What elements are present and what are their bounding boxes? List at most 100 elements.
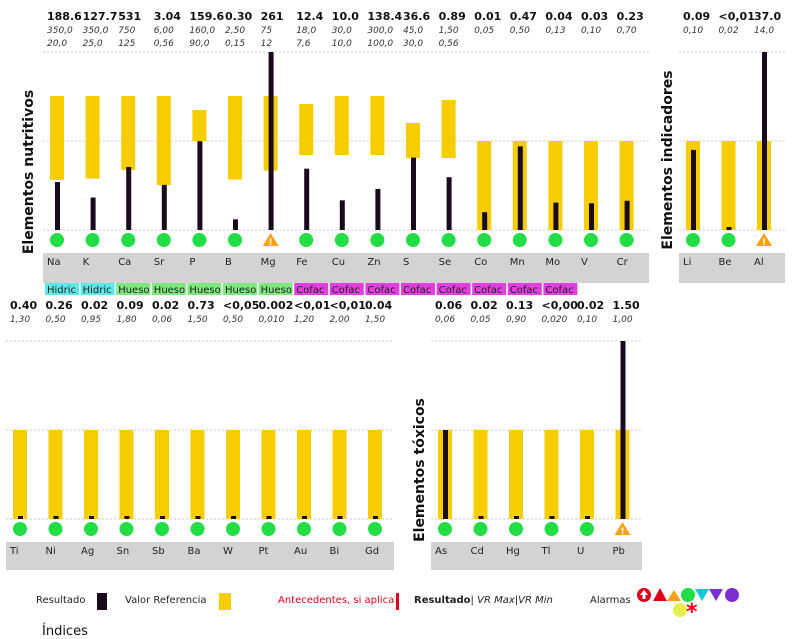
element-symbol: Sb bbox=[152, 546, 165, 557]
alarm-asterisk-icon: * bbox=[686, 600, 698, 621]
panel-title: Elementos tóxicos bbox=[412, 398, 428, 542]
group-chip bbox=[472, 283, 507, 295]
warning-icon bbox=[262, 233, 279, 246]
result-bar bbox=[55, 182, 60, 230]
result-value: 0.09 bbox=[683, 10, 710, 23]
vr-max-value: 0,020 bbox=[542, 315, 568, 325]
reference-band bbox=[619, 141, 634, 230]
result-bar bbox=[231, 516, 236, 519]
element-symbol: Gd bbox=[365, 546, 379, 557]
ok-status-icon bbox=[473, 522, 488, 536]
result-value: 531 bbox=[118, 10, 141, 23]
element-symbol: Be bbox=[719, 257, 732, 268]
result-bar bbox=[514, 516, 519, 519]
label-strip bbox=[6, 542, 394, 570]
result-bar bbox=[446, 177, 452, 230]
group-label: Cofac bbox=[403, 285, 431, 296]
alarm-triangle-orange-icon bbox=[667, 590, 681, 601]
reference-band bbox=[121, 96, 136, 170]
element-symbol: Sn bbox=[117, 546, 130, 557]
result-value: 188.6 bbox=[47, 10, 82, 23]
element-symbol: Sr bbox=[154, 257, 165, 268]
ok-status-icon bbox=[512, 233, 527, 247]
result-bar bbox=[411, 157, 416, 230]
element-symbol: Au bbox=[294, 546, 307, 557]
reference-band bbox=[85, 96, 100, 179]
label-strip bbox=[431, 542, 642, 570]
element-symbol: Se bbox=[439, 257, 452, 268]
ok-status-icon bbox=[368, 522, 382, 536]
vr-max-value: 750 bbox=[118, 26, 135, 36]
result-bar bbox=[124, 516, 130, 519]
panel-title: Elementos nutritivos bbox=[21, 90, 37, 254]
ok-status-icon bbox=[226, 522, 240, 536]
ok-status-icon bbox=[721, 233, 736, 247]
result-value: 159.6 bbox=[189, 10, 224, 23]
reference-band bbox=[13, 430, 27, 519]
reference-band bbox=[509, 430, 523, 519]
alarm-down-purple-icon bbox=[709, 589, 723, 601]
result-bar bbox=[620, 341, 626, 519]
group-label: Cofac bbox=[439, 285, 467, 296]
panel-title: Elementos indicadores bbox=[660, 70, 676, 249]
result-bar bbox=[160, 516, 165, 519]
result-value: 37.0 bbox=[754, 10, 781, 23]
result-bar bbox=[482, 212, 488, 230]
ok-status-icon bbox=[406, 233, 420, 247]
warning-mark: ! bbox=[620, 527, 624, 537]
vr-max-value: 1,50 bbox=[365, 315, 385, 325]
vr-max-value: 0,10 bbox=[581, 26, 601, 36]
group-chip bbox=[294, 283, 329, 295]
group-label: Hidric bbox=[47, 285, 76, 296]
element-symbol: Zn bbox=[367, 257, 380, 268]
result-value: 0.02 bbox=[577, 299, 604, 312]
result-bar bbox=[589, 203, 594, 230]
vr-min-value: 7,6 bbox=[296, 39, 311, 49]
vr-min-value: 0,56 bbox=[154, 39, 174, 49]
group-label: Cofac bbox=[510, 285, 538, 296]
ok-status-icon bbox=[686, 233, 700, 247]
element-symbol: Mg bbox=[261, 257, 276, 268]
ok-status-icon bbox=[297, 522, 311, 536]
label-strip bbox=[43, 253, 649, 283]
group-chip bbox=[543, 283, 578, 295]
element-symbol: V bbox=[581, 257, 588, 268]
vr-min-value: 20,0 bbox=[47, 39, 67, 49]
result-value: 0.09 bbox=[117, 299, 144, 312]
vr-max-value: 0,50 bbox=[46, 315, 66, 325]
ok-status-icon bbox=[261, 522, 276, 536]
vr-min-value: 125 bbox=[118, 39, 135, 49]
result-bar bbox=[126, 166, 132, 230]
result-bar bbox=[268, 52, 274, 230]
group-label: Hueso bbox=[189, 285, 220, 296]
result-value: 36.6 bbox=[403, 10, 430, 23]
result-value: 138.4 bbox=[367, 10, 402, 23]
vr-max-value: 0,02 bbox=[719, 26, 739, 36]
reference-band bbox=[84, 430, 98, 519]
ok-status-icon bbox=[619, 233, 634, 247]
result-value: 0.30 bbox=[225, 10, 252, 23]
result-value: 0.89 bbox=[439, 10, 466, 23]
result-value: 0.02 bbox=[471, 299, 498, 312]
alarm-triangle-red-icon bbox=[653, 588, 667, 601]
vr-min-value: 0,15 bbox=[225, 39, 245, 49]
vr-min-value: 90,0 bbox=[189, 39, 209, 49]
result-bar bbox=[691, 149, 696, 230]
vr-max-value: 75 bbox=[261, 26, 273, 36]
ok-status-icon bbox=[477, 233, 492, 247]
element-symbol: Mo bbox=[545, 257, 560, 268]
element-symbol: B bbox=[225, 257, 232, 268]
result-bar bbox=[161, 184, 167, 230]
vr-max-value: 0,06 bbox=[152, 315, 172, 325]
vr-max-value: 0,50 bbox=[223, 315, 243, 325]
group-chip bbox=[329, 283, 364, 295]
alarm-down-cyan-icon bbox=[695, 589, 709, 601]
element-symbol: Ni bbox=[46, 546, 56, 557]
ok-status-icon bbox=[228, 233, 242, 247]
vr-max-value: 6,00 bbox=[154, 26, 174, 36]
result-bar bbox=[517, 146, 523, 230]
ok-status-icon bbox=[155, 522, 169, 536]
vr-max-value: 1,30 bbox=[10, 315, 30, 325]
element-symbol: W bbox=[223, 546, 233, 557]
reference-band bbox=[368, 430, 382, 519]
